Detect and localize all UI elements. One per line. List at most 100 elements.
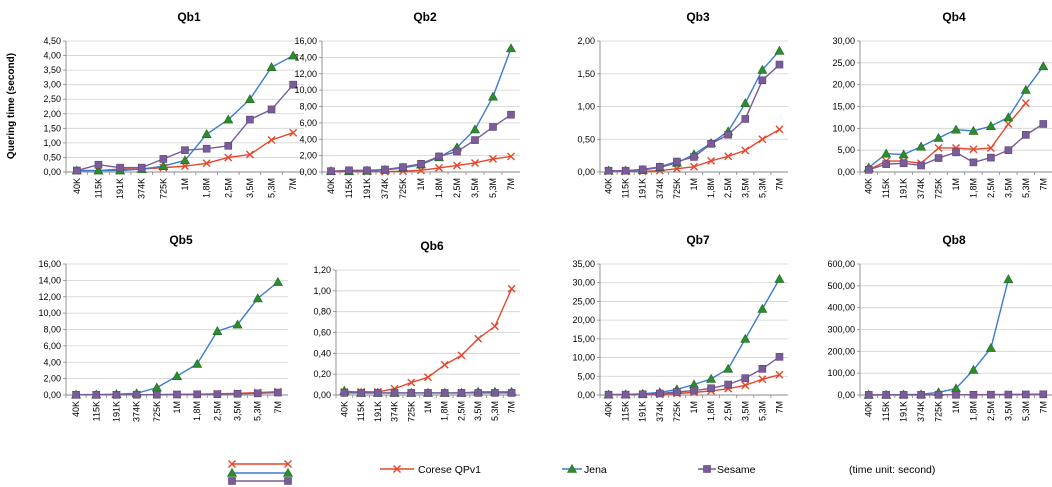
data-point xyxy=(424,389,432,397)
x-tick-label: 374K xyxy=(137,178,147,199)
x-tick-label: 5,3M xyxy=(757,401,767,421)
data-point xyxy=(213,390,222,398)
data-point xyxy=(246,115,254,124)
data-point xyxy=(1003,274,1014,284)
x-tick-label: 374K xyxy=(390,401,400,422)
data-point xyxy=(151,382,162,392)
chart-qb7: Qb7 0,00 5,00 10,00 15,00 20,00 25,00 30,00 35,0… xyxy=(572,233,788,422)
data-point xyxy=(171,371,183,380)
data-point xyxy=(775,125,784,134)
data-point xyxy=(233,389,242,398)
x-tick-label: 5,3M xyxy=(267,178,277,198)
data-point xyxy=(952,390,960,399)
x-tick-label: 3,5M xyxy=(1003,178,1013,198)
chart-title: Qb7 xyxy=(686,233,710,247)
series-sesame xyxy=(327,110,515,175)
data-point xyxy=(690,162,698,171)
data-point xyxy=(507,152,515,161)
data-point xyxy=(245,150,254,159)
data-point xyxy=(758,364,767,373)
data-point xyxy=(224,153,233,162)
series-sesame xyxy=(340,389,516,397)
x-tick-label: 191K xyxy=(115,178,125,199)
data-point xyxy=(638,165,647,174)
y-tick-label: 4,50 xyxy=(43,36,61,46)
x-tick-label: 2,5M xyxy=(223,178,233,198)
x-tick-label: 3,5M xyxy=(1003,401,1013,421)
x-tick-label: 1,8M xyxy=(440,401,450,421)
x-tick-label: 3,5M xyxy=(470,178,480,198)
data-point xyxy=(758,375,767,384)
y-tick-label: 0,60 xyxy=(313,328,331,338)
data-point xyxy=(969,390,978,399)
series-line xyxy=(331,48,512,172)
series-sesame xyxy=(604,60,784,175)
chart-qb5: Qb5 0,00 2,00 4,00 6,00 8,00 10,00 12,00 14,00 16… xyxy=(38,233,288,422)
data-point xyxy=(1021,99,1030,108)
data-point xyxy=(244,94,255,104)
x-tick-label: 5,3M xyxy=(488,178,498,198)
x-tick-label: 115K xyxy=(881,401,891,421)
chart-title: Qb6 xyxy=(420,239,444,253)
data-point xyxy=(882,391,890,399)
y-tick-label: 1,00 xyxy=(43,138,61,148)
legend-marker xyxy=(393,465,401,473)
data-point xyxy=(757,64,768,74)
y-tick-label: 25,00 xyxy=(832,58,855,68)
data-point xyxy=(267,105,276,114)
y-tick-label: 300,00 xyxy=(827,325,855,335)
x-tick-label: 7M xyxy=(1038,178,1048,191)
series-jena xyxy=(863,61,1049,172)
x-tick-label: 191K xyxy=(362,178,372,199)
data-point xyxy=(604,166,613,175)
y-tick-label: 1,50 xyxy=(577,69,595,79)
data-point xyxy=(153,390,161,399)
data-point xyxy=(1003,112,1014,122)
data-point xyxy=(934,154,943,162)
y-tick-label: 10,00 xyxy=(38,308,61,318)
data-point xyxy=(137,163,146,172)
data-point xyxy=(757,303,768,313)
data-point xyxy=(181,146,189,154)
y-tick-label: 0,00 xyxy=(577,167,595,177)
series-sesame xyxy=(864,390,1048,399)
x-tick-label: 2,5M xyxy=(986,401,996,421)
data-point xyxy=(969,145,978,154)
data-point xyxy=(724,380,732,389)
chart-qb6: Qb6 0,00 0,20 0,40 0,60 0,80 1,00 1,20 40K 115K 19… xyxy=(313,239,520,422)
data-point xyxy=(489,123,497,131)
legend-swatch-marker xyxy=(282,467,294,477)
x-tick-label: 725K xyxy=(672,178,682,199)
data-point xyxy=(390,389,399,397)
legend-swatch-marker xyxy=(284,460,292,468)
data-point xyxy=(457,351,466,360)
data-point xyxy=(192,358,203,368)
legend xyxy=(226,460,716,485)
y-tick-label: 6,00 xyxy=(43,341,61,351)
x-tick-label: 115K xyxy=(356,401,366,421)
data-point xyxy=(724,152,733,161)
x-tick-label: 5,3M xyxy=(490,401,500,421)
y-tick-label: 2,00 xyxy=(43,109,61,119)
data-point xyxy=(357,389,365,397)
data-point xyxy=(202,144,211,153)
data-point xyxy=(340,389,349,397)
x-tick-label: 1,8M xyxy=(434,178,444,198)
data-point xyxy=(864,166,873,174)
y-tick-label: 600,00 xyxy=(827,259,855,269)
y-tick-label: 0,00 xyxy=(837,167,855,177)
y-tick-label: 16,00 xyxy=(294,36,317,46)
data-point xyxy=(1039,390,1048,399)
y-tick-label: 3,00 xyxy=(43,80,61,90)
data-point xyxy=(985,342,996,352)
data-point xyxy=(407,389,416,397)
x-tick-label: 1,8M xyxy=(968,178,978,198)
x-tick-label: 725K xyxy=(158,178,168,199)
x-tick-label: 2,5M xyxy=(456,401,466,421)
x-tick-label: 725K xyxy=(934,178,944,199)
legend-swatch-marker xyxy=(284,477,292,485)
x-tick-label: 40K xyxy=(72,178,82,194)
data-point xyxy=(112,391,121,399)
data-point xyxy=(274,388,282,397)
data-point xyxy=(706,373,717,383)
